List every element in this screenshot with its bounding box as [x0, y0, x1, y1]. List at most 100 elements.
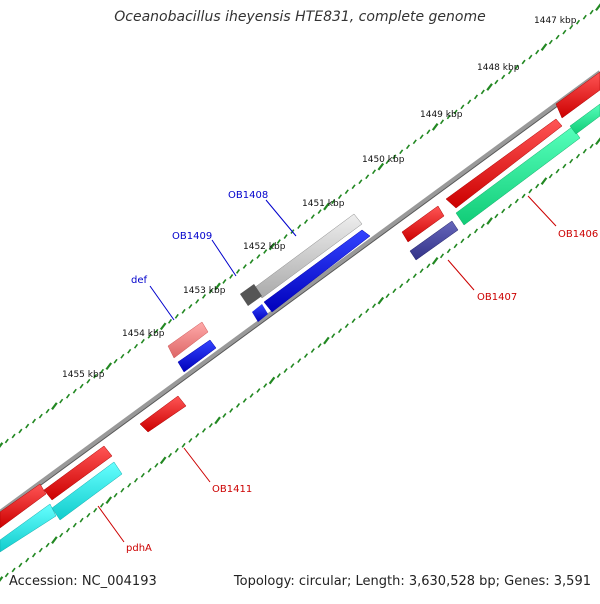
gene-pdha-red-a[interactable]: [43, 445, 113, 501]
inner-tick: [358, 313, 363, 319]
inner-tick: [214, 416, 221, 425]
inner-tick: [297, 358, 302, 363]
outer-tick: [303, 219, 309, 224]
label-ob1407[interactable]: OB1407: [477, 292, 517, 303]
gene-ob1406-arrow[interactable]: [445, 118, 563, 209]
outer-tick: [276, 239, 281, 244]
gene-ob1409-arrow[interactable]: [263, 229, 371, 313]
rrna-green-feature-top[interactable]: [569, 103, 600, 135]
leader-def: [149, 285, 175, 321]
label-leaders: [97, 195, 557, 543]
outer-tick: [256, 254, 261, 259]
outer-tick: [514, 64, 519, 70]
gene-def-pink[interactable]: [167, 321, 209, 359]
outer-tick: [79, 383, 84, 389]
gene-pdha-red-b[interactable]: [0, 483, 47, 529]
inner-tick: [99, 502, 105, 508]
outer-tick: [419, 134, 424, 140]
inner-tick: [222, 413, 227, 418]
outer-tick: [195, 299, 200, 304]
gene-def-blue[interactable]: [177, 339, 217, 373]
outer-tick: [467, 99, 472, 105]
outer-tick: [426, 129, 431, 135]
tick-label-1455: 1455 kbp: [62, 370, 105, 380]
tick-label-1448: 1448 kbp: [477, 63, 520, 73]
outer-tick: [385, 159, 390, 165]
inner-tick: [467, 233, 472, 239]
outer-tick: [147, 333, 152, 339]
inner-tick: [514, 198, 519, 204]
inner-tick: [589, 143, 594, 149]
outer-tick: [51, 402, 58, 410]
outer-tick: [59, 398, 64, 404]
outer-tick: [133, 343, 139, 349]
inner-tick: [195, 433, 200, 438]
gene-ob1411-arrow[interactable]: [139, 395, 187, 433]
inner-tick: [105, 496, 113, 505]
outer-tick: [229, 274, 234, 279]
outer-tick: [412, 139, 417, 145]
label-def[interactable]: def: [131, 275, 148, 286]
inner-tick: [486, 217, 493, 225]
inner-tick: [79, 517, 84, 523]
outer-tick: [105, 362, 113, 371]
inner-tick: [147, 467, 152, 473]
inner-tick: [120, 487, 125, 493]
gene-pdha-cyan-a[interactable]: [51, 461, 123, 521]
outer-tick: [263, 249, 268, 254]
gene-pdha-cyan-b[interactable]: [0, 503, 57, 553]
outer-tick: [140, 338, 145, 344]
gene-ob1409-small[interactable]: [252, 304, 268, 322]
outer-tick: [317, 209, 322, 214]
outer-tick: [310, 214, 315, 219]
inner-tick: [263, 383, 268, 388]
inner-tick: [317, 343, 322, 348]
outer-tick: [268, 242, 276, 251]
outer-tick: [371, 169, 377, 175]
gene-ob1406-arrow-top[interactable]: [555, 71, 600, 119]
inner-tick: [0, 576, 4, 582]
map-title: Oceanobacillus iheyensis HTE831, complet…: [114, 9, 486, 25]
outer-tick: [582, 14, 587, 20]
outer-tick: [323, 202, 330, 211]
outer-tick: [4, 438, 9, 444]
gene-ob1408-dark[interactable]: [240, 284, 262, 306]
outer-tick: [358, 179, 363, 185]
inner-tick: [494, 213, 499, 219]
tick-row-inner: [0, 137, 600, 582]
rrna-green-feature[interactable]: [455, 126, 581, 226]
label-pdha[interactable]: pdhA: [126, 543, 152, 554]
label-ob1409[interactable]: OB1409: [172, 231, 212, 242]
inner-tick: [365, 308, 370, 314]
inner-tick: [154, 462, 159, 468]
inner-tick: [51, 536, 58, 544]
label-ob1406[interactable]: OB1406: [558, 229, 598, 240]
inner-tick: [283, 368, 288, 373]
tick-labels: 1447 kbp 1448 kbp 1449 kbp 1450 kbp 1451…: [62, 16, 577, 380]
inner-tick: [167, 452, 173, 458]
label-ob1411[interactable]: OB1411: [212, 484, 252, 495]
inner-tick: [133, 477, 139, 483]
gene-ob1407-purple[interactable]: [409, 220, 459, 261]
gene-ob1407-red[interactable]: [401, 205, 445, 243]
inner-tick: [392, 288, 397, 294]
inner-tick: [535, 183, 540, 189]
inner-tick: [140, 472, 145, 478]
outer-tick: [535, 49, 540, 55]
genome-summary-text: Topology: circular; Length: 3,630,528 bp…: [233, 574, 591, 589]
outer-tick: [453, 109, 458, 115]
inner-tick: [93, 507, 98, 513]
outer-tick: [0, 442, 4, 448]
inner-tick: [528, 188, 533, 194]
outer-tick: [431, 123, 439, 131]
label-ob1408[interactable]: OB1408: [228, 190, 268, 201]
leader-ob1408: [265, 199, 297, 237]
inner-tick: [229, 408, 234, 413]
outer-tick: [18, 428, 23, 434]
inner-tick: [4, 572, 9, 578]
inner-tick: [337, 328, 343, 334]
gene-ob1406[interactable]: [445, 71, 600, 209]
inner-tick: [249, 393, 254, 398]
